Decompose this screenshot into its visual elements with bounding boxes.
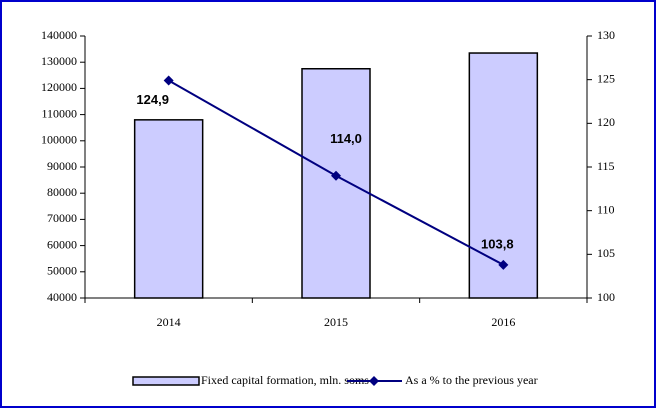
y-tick-label: 60000: [47, 237, 77, 251]
data-label: 114,0: [330, 131, 362, 146]
y2-tick-label: 100: [597, 290, 615, 304]
y-tick-label: 100000: [41, 133, 77, 147]
marker: [498, 259, 509, 270]
y-tick-label: 40000: [47, 290, 77, 304]
y-tick-label: 120000: [41, 80, 77, 94]
legend-label: Fixed capital formation, mln. soms: [201, 373, 369, 387]
data-label: 103,8: [481, 236, 514, 251]
x-tick-label: 2016: [491, 315, 515, 329]
y2-tick-label: 105: [597, 246, 615, 260]
y2-tick-label: 120: [597, 115, 615, 129]
y-tick-label: 110000: [41, 106, 77, 120]
bar: [301, 68, 371, 299]
y-tick-label: 80000: [47, 185, 77, 199]
data-label: 124,9: [136, 92, 169, 107]
bar: [468, 52, 539, 299]
legend-swatch: [132, 376, 200, 386]
legend-marker: [369, 376, 379, 386]
y-tick-label: 70000: [47, 211, 77, 225]
bar: [133, 119, 204, 299]
y-tick-label: 140000: [41, 28, 77, 42]
marker: [163, 75, 174, 86]
y-tick-label: 130000: [41, 54, 77, 68]
x-tick-label: 2015: [324, 315, 348, 329]
y2-tick-label: 115: [597, 159, 615, 173]
y-tick-label: 50000: [47, 264, 77, 278]
y2-tick-label: 125: [597, 71, 615, 85]
legend-label: As a % to the previous year: [405, 373, 538, 387]
y2-tick-label: 110: [597, 202, 615, 216]
x-tick-label: 2014: [157, 315, 181, 329]
y2-tick-label: 130: [597, 28, 615, 42]
y-tick-label: 90000: [47, 159, 77, 173]
marker: [331, 170, 341, 181]
